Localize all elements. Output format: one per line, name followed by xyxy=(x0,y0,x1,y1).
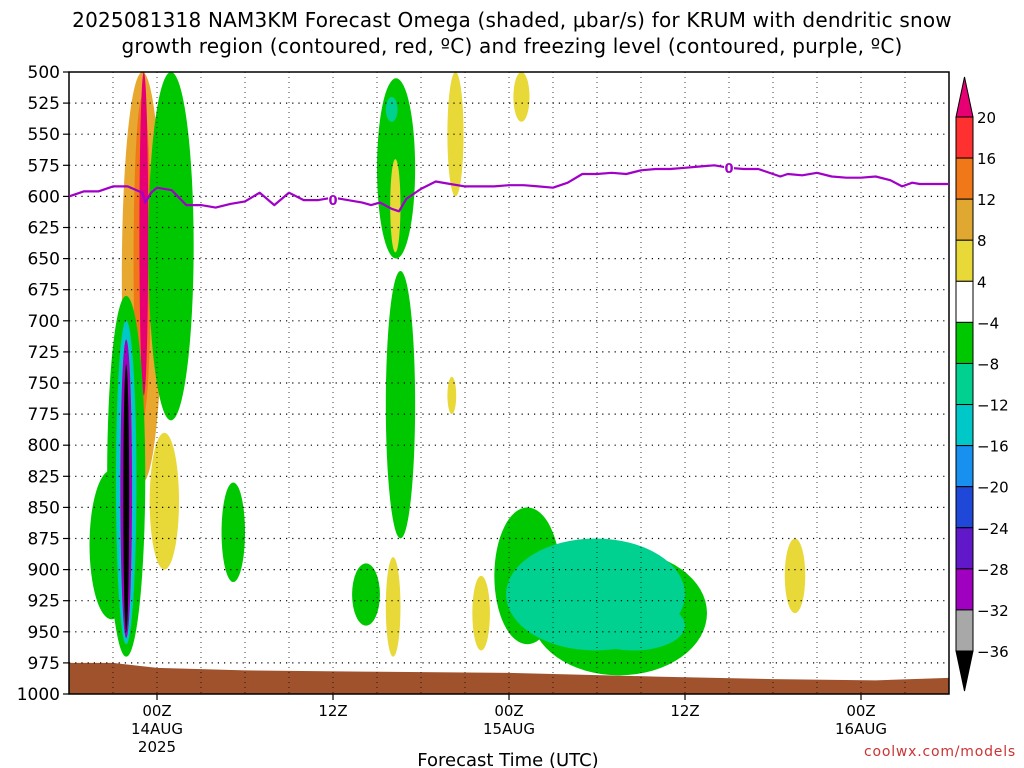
x-tick-date-4: 16AUG xyxy=(835,720,887,738)
y-tick-label-950: 950 xyxy=(28,623,60,643)
freezing-level-label-0: 0 xyxy=(328,194,337,209)
y-tick-label-750: 750 xyxy=(28,374,60,394)
colorbar-label-13: −36 xyxy=(977,643,1009,661)
freezing-label-bg-0 xyxy=(328,193,338,208)
colorbar-bin-11 xyxy=(955,568,974,611)
y-tick-label-575: 575 xyxy=(28,156,60,176)
freezing-level-line xyxy=(69,164,949,213)
x-tick-label-1: 12Z xyxy=(318,702,347,720)
omega-feature-23 xyxy=(472,575,490,651)
y-tick-label-700: 700 xyxy=(28,312,60,332)
x-tick-label-3: 12Z xyxy=(670,702,699,720)
omega-feature-15 xyxy=(352,563,380,626)
omega-feature-25 xyxy=(447,376,457,415)
colorbar-bin-1 xyxy=(955,157,974,200)
colorbar-label-11: −28 xyxy=(977,561,1009,579)
y-tick-label-550: 550 xyxy=(28,125,60,145)
x-tick-date-2: 15AUG xyxy=(483,720,535,738)
colorbar-label-4: 4 xyxy=(977,273,987,291)
colorbar-label-0: 20 xyxy=(977,109,996,127)
colorbar-bin-10 xyxy=(955,527,974,570)
colorbar-bin-5 xyxy=(955,321,974,364)
colorbar-label-7: −12 xyxy=(977,397,1009,415)
terrain-mask xyxy=(69,662,949,694)
freezing-label-bg-1 xyxy=(724,160,734,175)
x-tick-year-0: 2025 xyxy=(138,738,176,756)
colorbar-bin-3 xyxy=(955,239,974,282)
colorbar-bin-4 xyxy=(955,280,974,323)
y-tick-label-875: 875 xyxy=(28,530,60,550)
y-tick-label-675: 675 xyxy=(28,281,60,301)
y-tick-label-525: 525 xyxy=(28,94,60,114)
omega-feature-17 xyxy=(447,72,464,197)
y-tick-label-500: 500 xyxy=(28,63,60,83)
colorbar-label-6: −8 xyxy=(977,355,999,373)
omega-feature-8 xyxy=(123,364,130,632)
freezing-level-label-1: 0 xyxy=(724,162,733,177)
y-tick-label-850: 850 xyxy=(28,498,60,518)
omega-feature-3 xyxy=(148,72,194,421)
y-tick-label-725: 725 xyxy=(28,343,60,363)
colorbar-bottom-arrow xyxy=(955,650,974,692)
colorbar-top-arrow xyxy=(955,76,974,118)
y-tick-label-775: 775 xyxy=(28,405,60,425)
colorbar-bin-2 xyxy=(955,198,974,241)
omega-feature-24 xyxy=(784,538,806,614)
x-axis-title: Forecast Time (UTC) xyxy=(417,750,598,768)
colorbar-label-9: −20 xyxy=(977,479,1009,497)
colorbar-label-3: 8 xyxy=(977,232,987,250)
y-tick-label-975: 975 xyxy=(28,654,60,674)
omega-feature-14 xyxy=(385,271,416,539)
chart-title-line1: 2025081318 NAM3KM Forecast Omega (shaded… xyxy=(72,8,952,32)
colorbar-bin-7 xyxy=(955,404,974,447)
x-tick-label-4: 00Z xyxy=(846,702,875,720)
y-tick-label-1000: 1000 xyxy=(17,685,60,705)
colorbar-bin-6 xyxy=(955,362,974,406)
y-tick-label-600: 600 xyxy=(28,187,60,207)
colorbar-bin-8 xyxy=(955,445,974,488)
colorbar-label-10: −24 xyxy=(977,520,1009,538)
colorbar-bin-12 xyxy=(955,609,974,652)
colorbar-label-2: 12 xyxy=(977,191,996,209)
x-tick-label-2: 00Z xyxy=(494,702,523,720)
colorbar-label-8: −16 xyxy=(977,438,1009,456)
x-tick-label-0: 00Z xyxy=(142,702,171,720)
omega-feature-13 xyxy=(390,159,401,253)
colorbar-label-12: −32 xyxy=(977,602,1009,620)
y-tick-label-925: 925 xyxy=(28,592,60,612)
watermark: coolwx.com/models xyxy=(863,744,1016,760)
y-tick-label-825: 825 xyxy=(28,467,60,487)
chart-title-line2: growth region (contoured, red, ºC) and f… xyxy=(121,34,903,58)
omega-feature-18 xyxy=(513,72,530,122)
omega-feature-10 xyxy=(221,482,245,583)
omega-feature-2 xyxy=(139,72,149,396)
y-tick-label-800: 800 xyxy=(28,436,60,456)
y-tick-label-625: 625 xyxy=(28,219,60,239)
colorbar-label-5: −4 xyxy=(977,314,999,332)
y-tick-label-900: 900 xyxy=(28,561,60,581)
omega-feature-22 xyxy=(582,600,686,651)
omega-feature-9 xyxy=(149,432,179,570)
omega-feature-12 xyxy=(385,96,398,122)
omega-feature-16 xyxy=(385,557,401,657)
y-tick-label-650: 650 xyxy=(28,250,60,270)
colorbar-bin-0 xyxy=(955,116,974,159)
x-tick-date-0: 14AUG xyxy=(131,720,183,738)
colorbar-label-1: 16 xyxy=(977,150,996,168)
colorbar-bin-9 xyxy=(955,486,974,529)
